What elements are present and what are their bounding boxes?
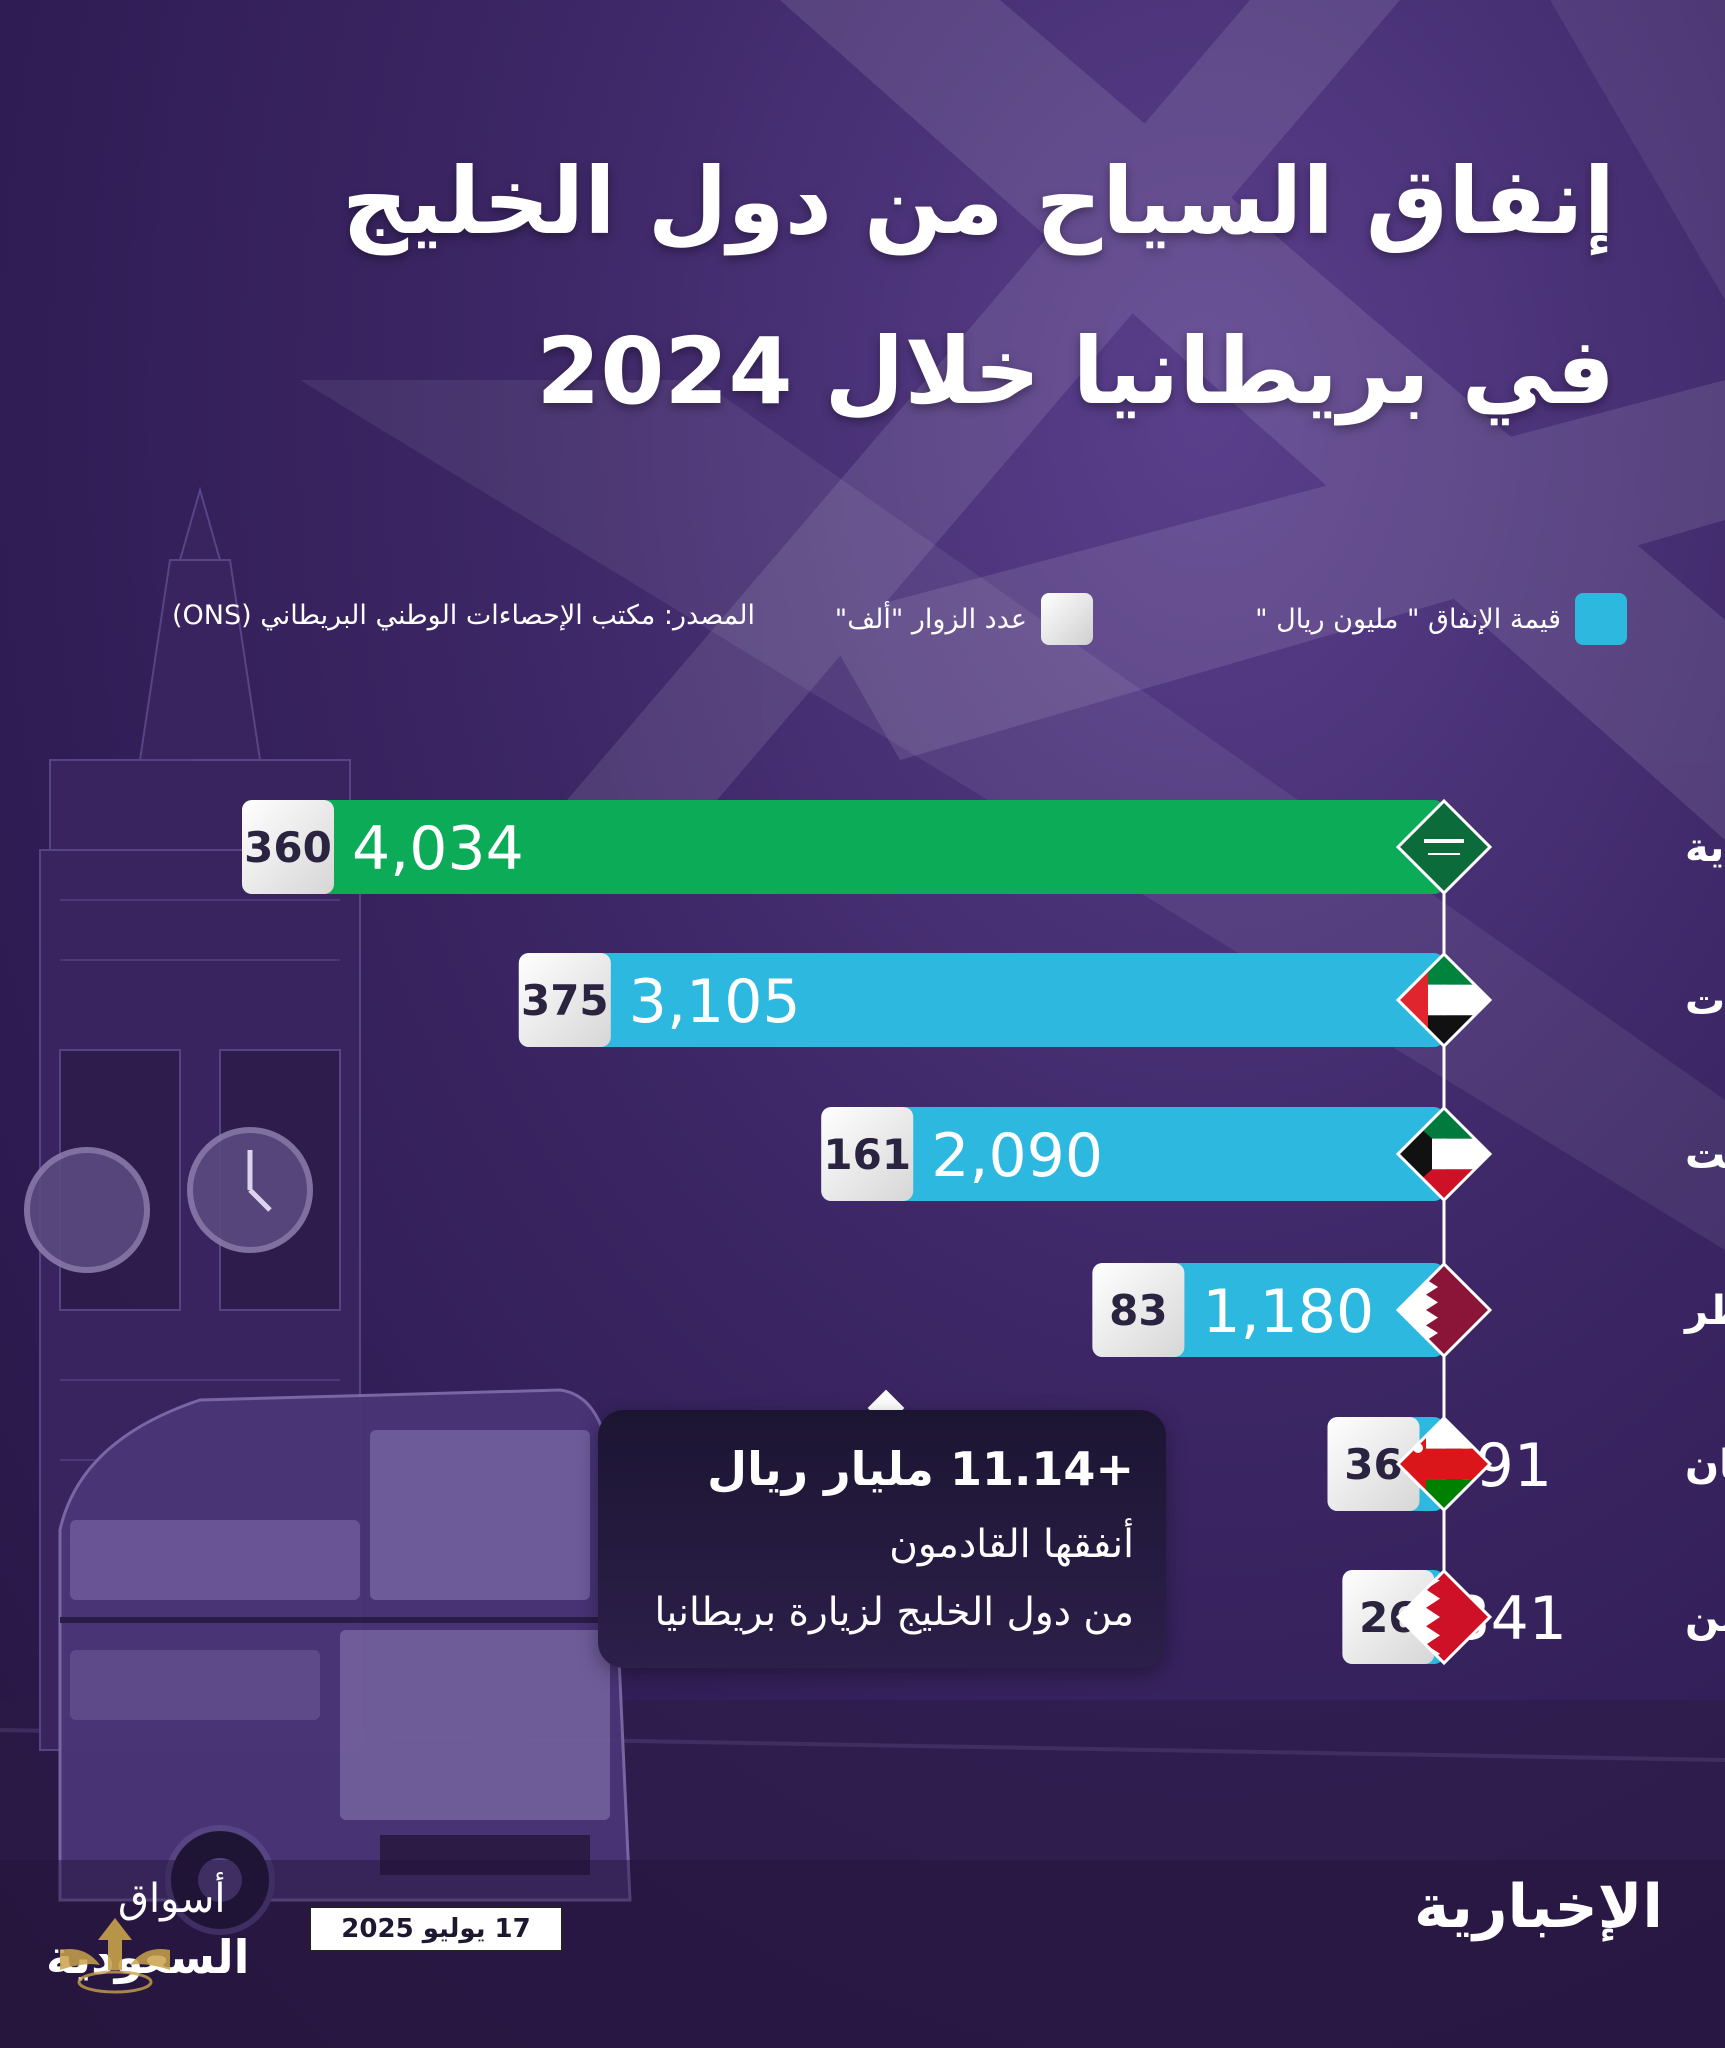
publish-date: 17 يوليو 2025 [309,1906,563,1952]
callout-amount: +11.14 مليار ريال [707,1442,1134,1496]
visitor-count-box [518,953,611,1047]
visitor-count-label: 375 [521,976,609,1025]
total-spending-callout: +11.14 مليار ريال أنفقها القادمون من دول… [598,1410,1166,1668]
spending-value-label: 1,180 [1202,1277,1374,1347]
aswaq-logo-top: أسواق [118,1876,226,1922]
spending-bar [518,953,1444,1047]
forum-watermark-logo [60,1918,170,1994]
callout-line-2: أنفقها القادمون [889,1522,1134,1567]
country-label: قطر [1683,1288,1725,1334]
legend-spending-label: قيمة الإنفاق " مليون ريال " [1255,603,1561,635]
country-label: البحرين [1685,1595,1725,1641]
legend-visitors-swatch [1041,593,1093,645]
callout-line-3: من دول الخليج لزيارة بريطانيا [654,1590,1134,1635]
chart-title-line-2: في بريطانيا خلال 2024 [536,318,1615,425]
visitor-count-label: 360 [244,823,332,872]
visitor-count-label: 83 [1109,1286,1167,1335]
legend-visitors-label: عدد الزوار "ألف" [834,603,1027,635]
spending-value-label: 3,105 [629,967,801,1037]
legend-visitors: عدد الزوار "ألف" [835,593,1093,645]
visitor-count-label: 36 [1344,1440,1402,1489]
spending-bar [242,800,1444,894]
country-label: عمان [1685,1442,1725,1488]
visitor-count-box [1327,1417,1420,1511]
legend-spending-swatch [1575,593,1627,645]
country-label: الكويت [1685,1132,1725,1178]
visitor-count-box [1092,1263,1185,1357]
spending-bar [821,1107,1444,1201]
chart-title-line-1: إنفاق السياح من دول الخليج [341,148,1615,255]
spending-value-label: 2,090 [931,1121,1103,1191]
source-note: المصدر: مكتب الإحصاءات الوطني البريطاني … [171,600,755,631]
brand-logo: الإخبارية [1414,1872,1663,1942]
legend-spending: قيمة الإنفاق " مليون ريال " [1255,593,1627,645]
visitor-count-box [1342,1570,1435,1664]
visitor-count-label: 161 [823,1130,911,1179]
spending-value-label: 4,034 [352,814,524,884]
country-label: السعودية [1685,825,1725,871]
visitor-count-box [821,1107,914,1201]
visitor-count-box [242,800,334,894]
country-label: الإمارات [1685,978,1725,1024]
